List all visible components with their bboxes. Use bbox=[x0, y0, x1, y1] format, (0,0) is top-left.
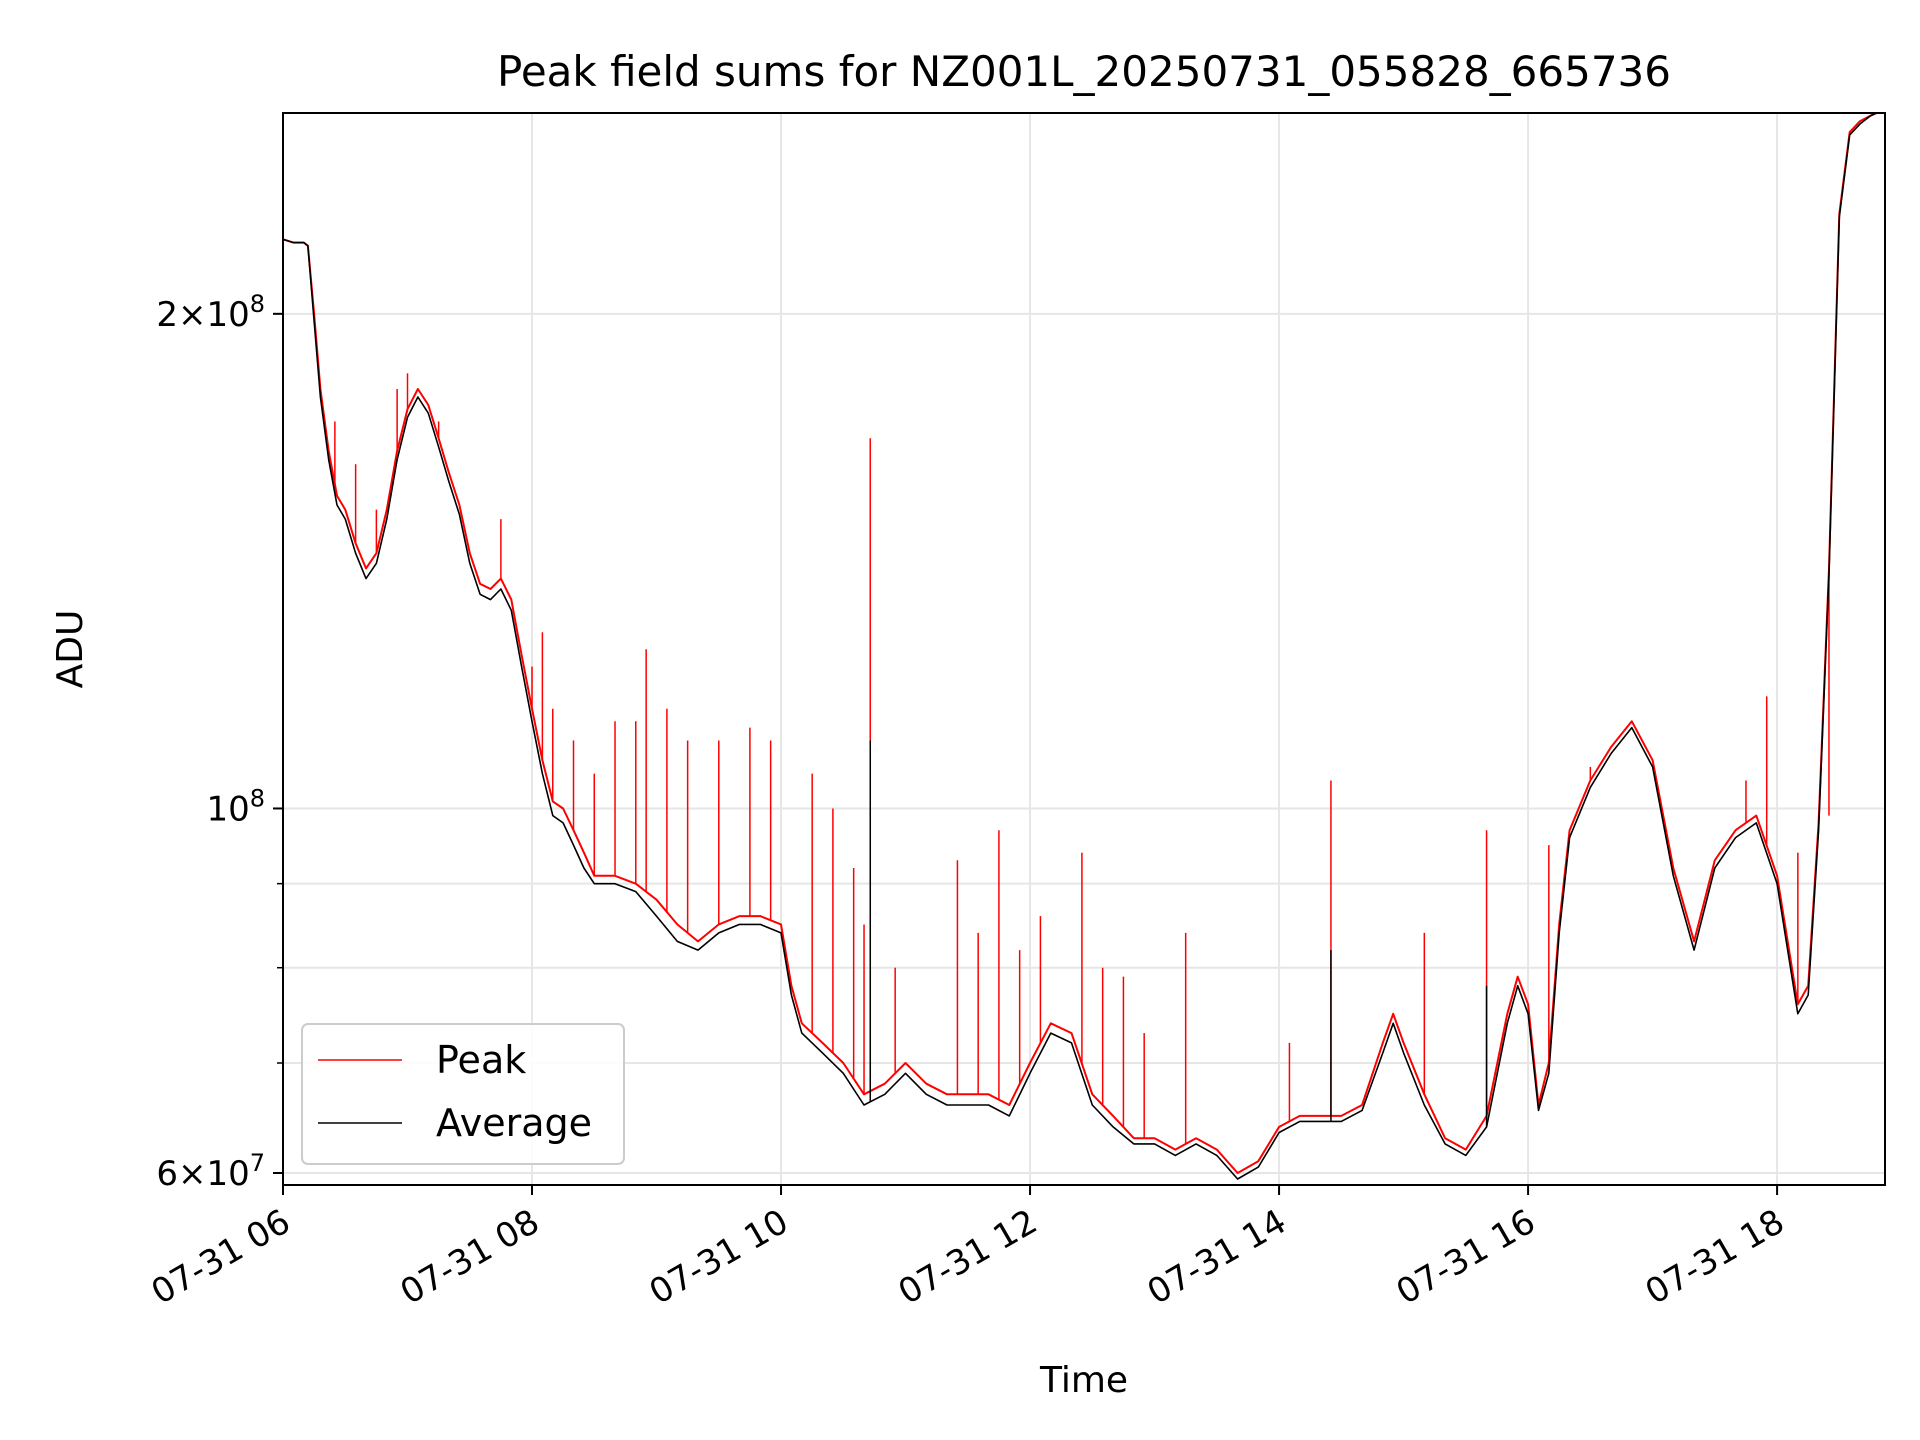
y-tick-label: 6×107 bbox=[156, 1149, 265, 1194]
plot-area bbox=[283, 113, 1885, 1180]
legend-box bbox=[301, 1023, 625, 1165]
series-average bbox=[283, 113, 1885, 1180]
plot-frame bbox=[282, 112, 1886, 1186]
chart-title: Peak field sums for NZ001L_20250731_0558… bbox=[497, 47, 1671, 96]
grid-lines bbox=[282, 113, 1885, 1185]
x-axis-label: Time bbox=[1039, 1360, 1128, 1401]
legend-label-average: Average bbox=[436, 1101, 592, 1145]
series-line-average bbox=[283, 113, 1885, 1180]
series-line-peak bbox=[283, 113, 1885, 1174]
y-tick-label: 108 bbox=[206, 784, 265, 829]
y-tick-label: 2×108 bbox=[156, 290, 265, 335]
legend: Peak Average bbox=[301, 1023, 625, 1165]
y-axis-label: ADU bbox=[50, 610, 91, 689]
y-axis-ticks: 6×107 108 2×108 bbox=[156, 290, 283, 1194]
legend-label-peak: Peak bbox=[436, 1038, 526, 1082]
